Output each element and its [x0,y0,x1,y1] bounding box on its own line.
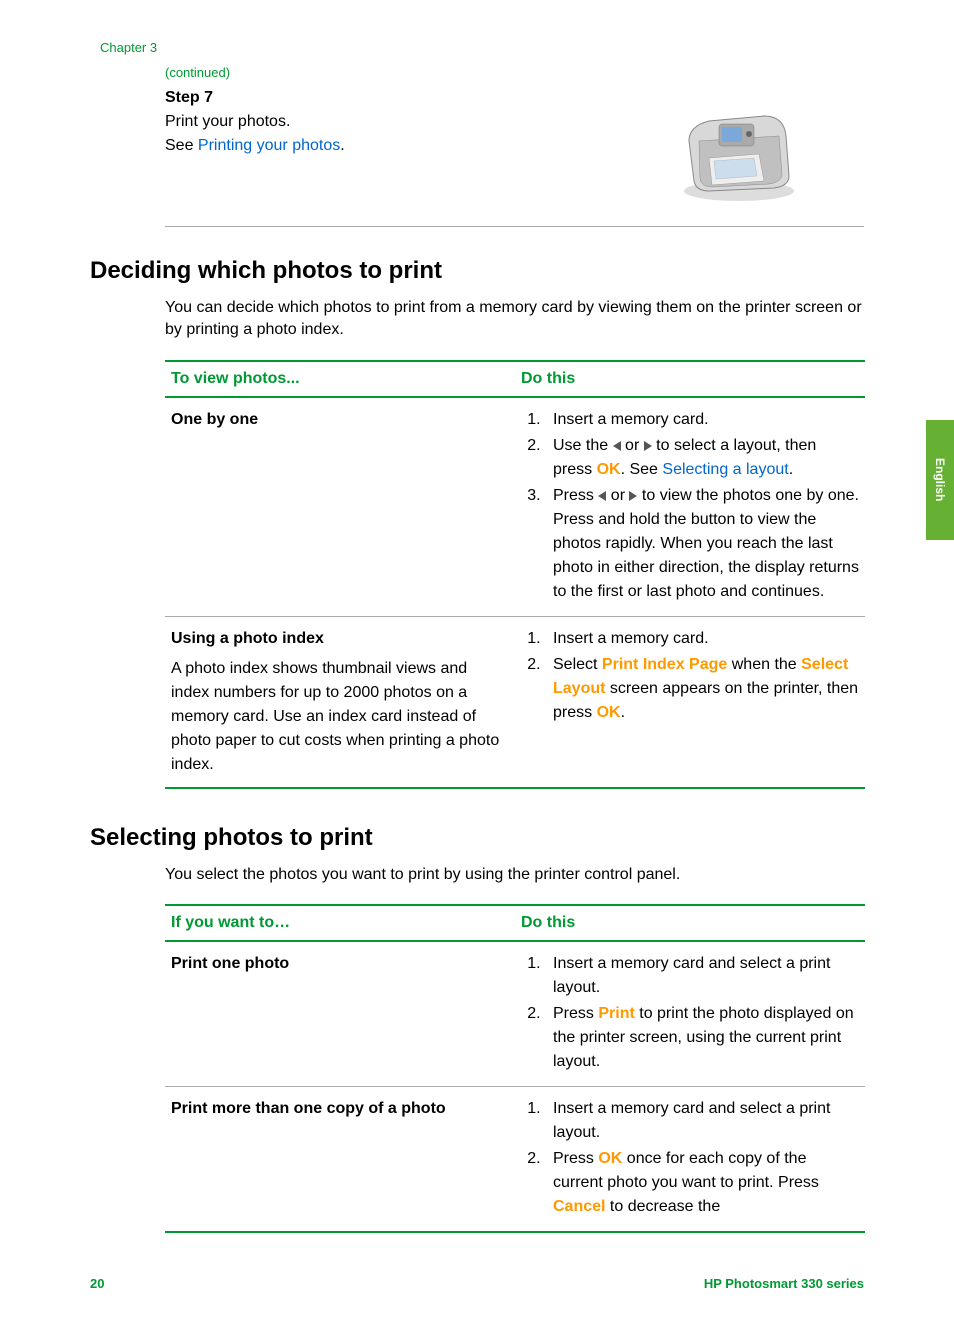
one-by-one-title: One by one [171,411,258,428]
ok-label: OK [597,461,621,478]
print-index-page-label: Print Index Page [602,656,727,673]
text: Press [553,487,598,504]
step7-line2: See Printing your photos. [165,134,634,158]
product-name: HP Photosmart 330 series [704,1276,864,1291]
list-item: Insert a memory card. [545,408,859,432]
print-one-steps: Insert a memory card and select a print … [521,952,859,1074]
step7-text: Step 7 Print your photos. See Printing y… [165,86,634,158]
col-header-dothis: Do this [515,361,865,397]
photo-index-body: A photo index shows thumbnail views and … [171,657,509,777]
step7-title: Step 7 [165,86,634,110]
chapter-label: Chapter 3 [90,40,864,55]
list-item: Insert a memory card and select a print … [545,952,859,1000]
selecting-layout-link[interactable]: Selecting a layout [662,461,788,478]
ok-label: OK [598,1150,622,1167]
text: to decrease the [605,1198,720,1215]
step7-line1: Print your photos. [165,110,634,134]
text: when the [727,656,801,673]
text: or [606,487,629,504]
ok-label: OK [597,704,621,721]
col-header-ifyouwant: If you want to… [165,905,515,941]
text: or [621,437,644,454]
text: Use the [553,437,613,454]
list-item: Use the or to select a layout, then pres… [545,434,859,482]
text: Select [553,656,602,673]
text: to view the photos one by one. Press and… [553,487,859,600]
print-more-title: Print more than one copy of a photo [171,1100,446,1117]
col-header-view: To view photos... [165,361,515,397]
section2-heading: Selecting photos to print [90,824,864,852]
print-more-steps: Insert a memory card and select a print … [521,1097,859,1219]
list-item: Insert a memory card. [545,627,859,651]
list-item: Insert a memory card and select a print … [545,1097,859,1145]
right-arrow-icon [644,441,652,451]
text: . [789,461,793,478]
photo-index-title: Using a photo index [171,627,509,651]
section2-intro: You select the photos you want to print … [165,864,864,886]
page-number: 20 [90,1276,104,1291]
section1-intro: You can decide which photos to print fro… [165,297,864,342]
step7-block: Step 7 Print your photos. See Printing y… [165,86,864,227]
printing-photos-link[interactable]: Printing your photos [198,137,340,154]
language-tab: English [926,420,954,540]
step7-line2-prefix: See [165,137,198,154]
col-header-dothis2: Do this [515,905,865,941]
text: . [621,704,625,721]
table-row: Print one photo Insert a memory card and… [165,941,865,1087]
view-photos-table: To view photos... Do this One by one Ins… [165,360,865,789]
left-arrow-icon [613,441,621,451]
table-row: Using a photo index A photo index shows … [165,616,865,788]
text: Press [553,1005,598,1022]
one-by-one-steps: Insert a memory card. Use the or to sele… [521,408,859,604]
text: Press [553,1150,598,1167]
print-one-photo-title: Print one photo [171,955,289,972]
select-photos-table: If you want to… Do this Print one photo … [165,904,865,1233]
section1-heading: Deciding which photos to print [90,257,864,285]
page-footer: 20 HP Photosmart 330 series [0,1276,954,1291]
list-item: Select Print Index Page when the Select … [545,653,859,725]
text: . See [621,461,663,478]
table-row: One by one Insert a memory card. Use the… [165,397,865,617]
printer-illustration [664,86,814,206]
step7-line2-suffix: . [340,137,344,154]
cancel-label: Cancel [553,1198,605,1215]
list-item: Press Print to print the photo displayed… [545,1002,859,1074]
table-row: Print more than one copy of a photo Inse… [165,1087,865,1233]
print-label: Print [598,1005,634,1022]
photo-index-steps: Insert a memory card. Select Print Index… [521,627,859,725]
list-item: Press or to view the photos one by one. … [545,484,859,604]
continued-label: (continued) [165,65,864,80]
list-item: Press OK once for each copy of the curre… [545,1147,859,1219]
